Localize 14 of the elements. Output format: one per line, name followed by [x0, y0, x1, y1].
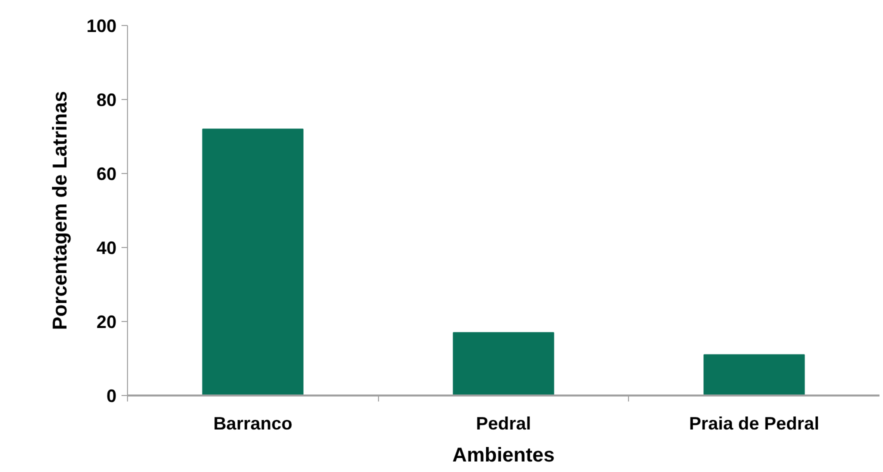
bar — [452, 332, 554, 396]
x-tick-label: Praia de Pedral — [689, 414, 820, 434]
y-tick-label: 0 — [106, 386, 117, 406]
y-tick-label: 40 — [96, 238, 117, 258]
x-tick-label: Barranco — [213, 414, 292, 434]
y-tick-label: 20 — [96, 312, 117, 332]
x-axis-title: Ambientes — [452, 444, 555, 466]
x-tick-label: Pedral — [476, 414, 532, 434]
bar — [704, 354, 805, 396]
bar — [202, 128, 304, 396]
y-axis-title: Porcentagem de Latrinas — [49, 91, 72, 330]
y-tick-label: 60 — [96, 164, 117, 184]
y-tick-label: 80 — [96, 90, 117, 110]
y-tick-label: 100 — [86, 16, 117, 36]
